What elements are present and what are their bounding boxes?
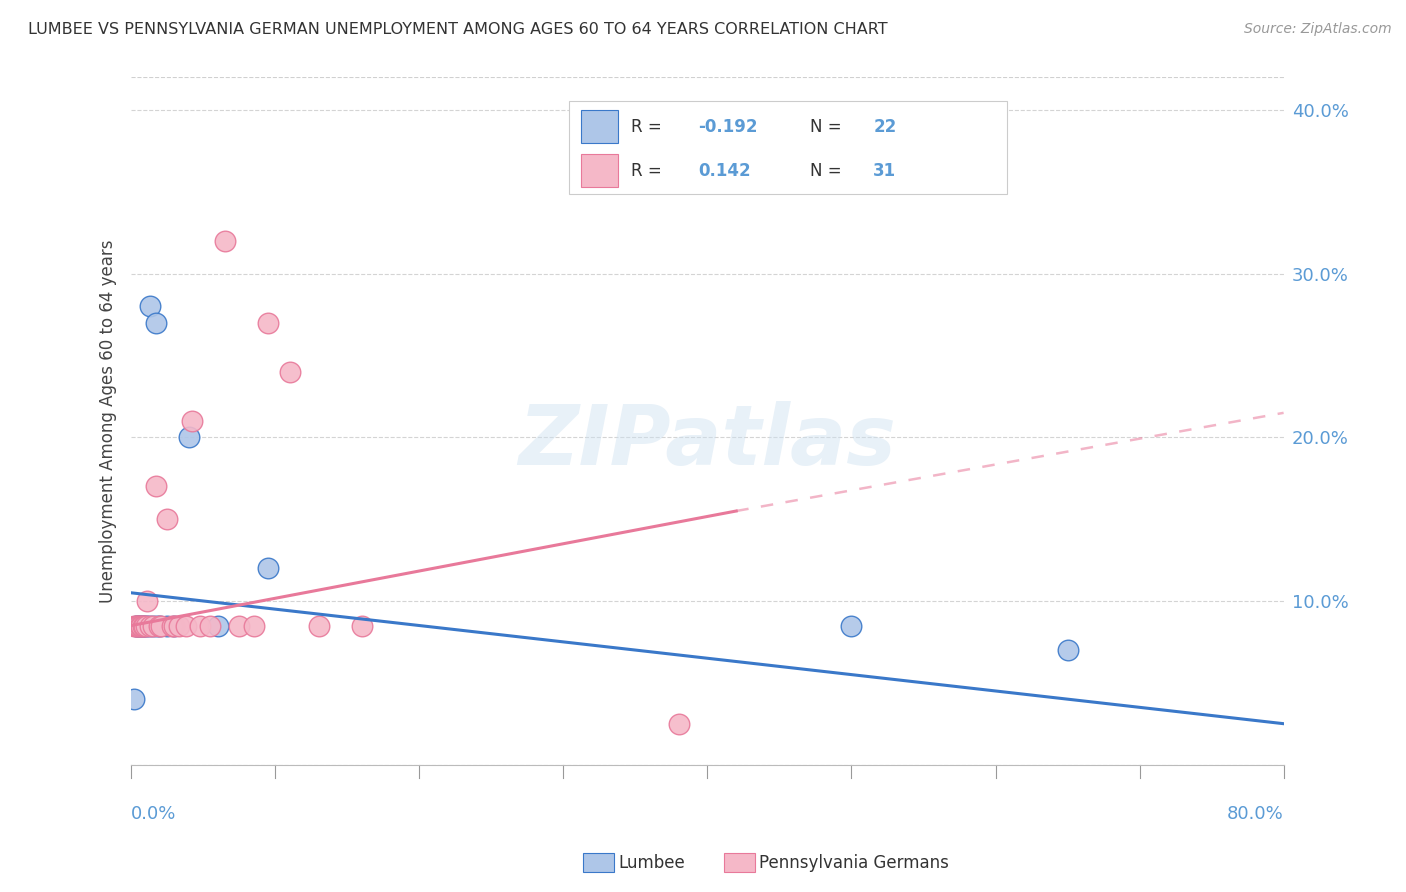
Point [132, 618, 155, 632]
Point [150, 618, 173, 632]
Point [177, 430, 200, 444]
Point [139, 300, 162, 314]
Point [127, 618, 149, 632]
Point [142, 618, 165, 632]
Point [174, 618, 197, 632]
Point [200, 618, 222, 632]
Text: ZIPatlas: ZIPatlas [519, 401, 897, 483]
Point [139, 618, 162, 632]
Point [207, 618, 229, 632]
Bar [581, 153, 617, 186]
Point [122, 692, 145, 706]
Point [214, 234, 236, 248]
Point [156, 512, 179, 526]
Point [124, 618, 146, 632]
Point [841, 618, 863, 632]
Text: R =: R = [631, 162, 668, 180]
Text: -0.192: -0.192 [699, 119, 758, 136]
Text: LUMBEE VS PENNSYLVANIA GERMAN UNEMPLOYMENT AMONG AGES 60 TO 64 YEARS CORRELATION: LUMBEE VS PENNSYLVANIA GERMAN UNEMPLOYME… [28, 22, 887, 37]
Point [156, 618, 179, 632]
Point [128, 618, 150, 632]
FancyBboxPatch shape [569, 102, 1007, 194]
Point [278, 365, 301, 379]
Point [167, 618, 190, 632]
Point [160, 618, 183, 632]
Point [163, 618, 186, 632]
Text: 0.142: 0.142 [699, 162, 751, 180]
Y-axis label: Unemployment Among Ages 60 to 64 years: Unemployment Among Ages 60 to 64 years [100, 239, 117, 603]
Point [242, 618, 264, 632]
Text: Lumbee: Lumbee [619, 855, 685, 872]
Point [149, 618, 172, 632]
Point [163, 618, 186, 632]
Point [145, 316, 167, 330]
Point [145, 479, 167, 493]
Text: N =: N = [810, 162, 846, 180]
Point [146, 618, 169, 632]
Point [1056, 643, 1078, 657]
Point [132, 618, 155, 632]
Point [190, 618, 212, 632]
Point [125, 618, 148, 632]
Point [142, 618, 165, 632]
Point [138, 618, 160, 632]
Point [124, 618, 146, 632]
Text: Pennsylvania Germans: Pennsylvania Germans [759, 855, 949, 872]
Point [128, 618, 150, 632]
Text: 31: 31 [873, 162, 897, 180]
Text: R =: R = [631, 119, 668, 136]
Point [350, 618, 373, 632]
Point [127, 618, 149, 632]
Point [180, 414, 202, 428]
Point [122, 618, 145, 632]
Point [228, 618, 250, 632]
Text: Source: ZipAtlas.com: Source: ZipAtlas.com [1244, 22, 1392, 37]
Text: 0.0%: 0.0% [131, 805, 177, 823]
Text: 80.0%: 80.0% [1227, 805, 1284, 823]
Text: N =: N = [810, 119, 846, 136]
Point [257, 561, 280, 575]
Point [135, 618, 157, 632]
Point [135, 618, 157, 632]
Bar [581, 111, 617, 144]
Point [134, 618, 156, 632]
Point [131, 618, 153, 632]
Point [134, 618, 156, 632]
Text: 22: 22 [873, 119, 897, 136]
Point [136, 594, 159, 608]
Point [148, 618, 170, 632]
Point [125, 618, 148, 632]
Point [131, 618, 153, 632]
Point [257, 316, 280, 330]
Point [308, 618, 330, 632]
Point [668, 716, 690, 731]
